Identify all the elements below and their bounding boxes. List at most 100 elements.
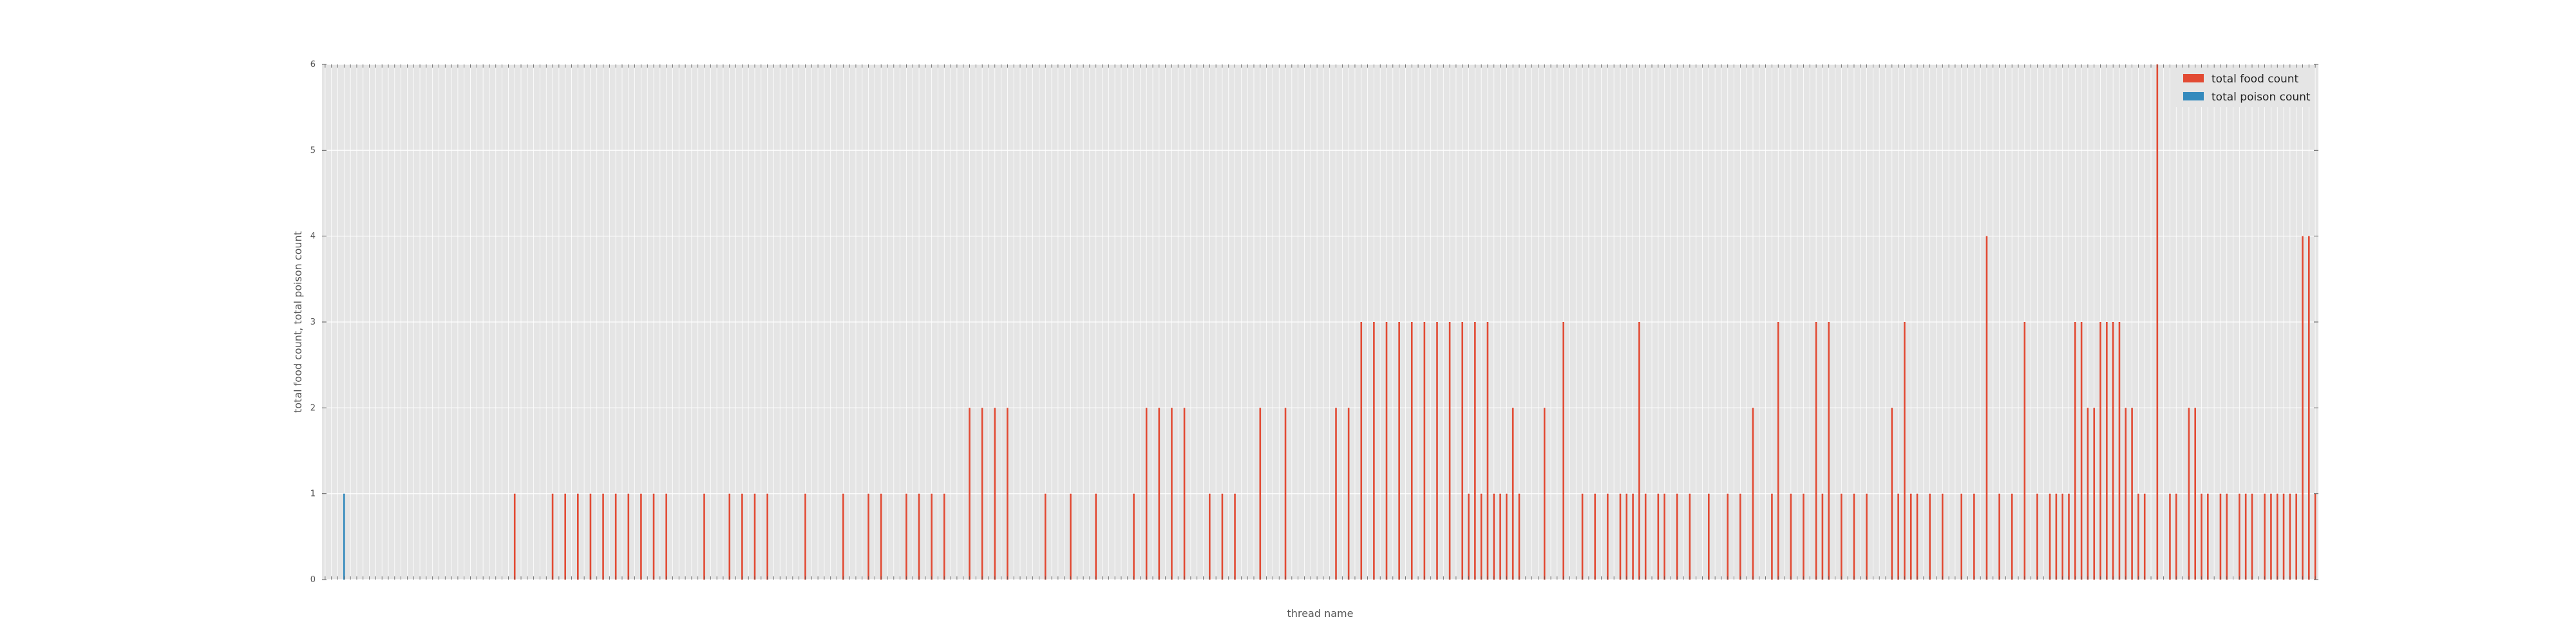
food-bar bbox=[2282, 493, 2285, 580]
food-bar bbox=[2264, 493, 2266, 580]
food-bar bbox=[665, 493, 667, 580]
food-bar bbox=[1171, 408, 1173, 580]
food-bar bbox=[640, 493, 642, 580]
food-bar bbox=[2125, 408, 2127, 580]
food-bar bbox=[614, 493, 617, 580]
food-bar bbox=[880, 493, 882, 580]
food-bar bbox=[1448, 322, 1451, 580]
food-bar bbox=[1543, 408, 1546, 580]
food-bar bbox=[1480, 493, 1482, 580]
food-bar bbox=[2143, 493, 2146, 580]
food-bar bbox=[2307, 236, 2310, 580]
food-bar bbox=[1828, 322, 1830, 580]
food-bar bbox=[1790, 493, 1792, 580]
food-bar bbox=[2219, 493, 2222, 580]
y-tick-label: 3 bbox=[310, 317, 316, 327]
legend-label-food: total food count bbox=[2211, 73, 2299, 86]
food-bar bbox=[2106, 322, 2108, 580]
food-bar bbox=[1866, 493, 1868, 580]
food-bar bbox=[1909, 493, 1912, 580]
y-tick-label: 0 bbox=[310, 575, 316, 585]
food-bar bbox=[1461, 322, 1464, 580]
food-bar bbox=[2023, 322, 2026, 580]
food-bar bbox=[2270, 493, 2272, 580]
food-bar bbox=[1145, 408, 1148, 580]
food-bar bbox=[1891, 408, 1893, 580]
food-bar bbox=[1632, 493, 1634, 580]
food-bar bbox=[1158, 408, 1160, 580]
food-bar bbox=[551, 493, 554, 580]
food-bar bbox=[2295, 493, 2297, 580]
food-bar bbox=[1007, 408, 1009, 580]
food-bar bbox=[2068, 493, 2070, 580]
food-bar bbox=[1594, 493, 1596, 580]
food-bar bbox=[1973, 493, 1975, 580]
food-bar bbox=[1638, 322, 1640, 580]
food-bar bbox=[1853, 493, 1855, 580]
food-bar bbox=[753, 493, 756, 580]
food-bar bbox=[577, 493, 579, 580]
food-bar bbox=[1657, 493, 1660, 580]
food-bar bbox=[1493, 493, 1495, 580]
food-bar bbox=[589, 493, 592, 580]
food-bar bbox=[1941, 493, 1944, 580]
food-bar bbox=[1209, 493, 1211, 580]
food-bar bbox=[2314, 493, 2316, 580]
y-tick-label: 2 bbox=[310, 403, 316, 413]
food-bar bbox=[1070, 493, 1072, 580]
food-bar bbox=[969, 408, 971, 580]
food-bar bbox=[2289, 493, 2291, 580]
food-bar bbox=[1385, 322, 1388, 580]
food-bar bbox=[2226, 493, 2228, 580]
food-bar bbox=[981, 408, 983, 580]
food-bar bbox=[1506, 493, 1508, 580]
food-bar bbox=[2131, 408, 2133, 580]
food-bar bbox=[943, 493, 945, 580]
food-bar bbox=[513, 493, 516, 580]
food-bar bbox=[1998, 493, 2000, 580]
food-bar bbox=[1897, 493, 1899, 580]
food-bar bbox=[1841, 493, 1842, 580]
legend-swatch-poison bbox=[2183, 92, 2204, 100]
food-bar bbox=[1335, 408, 1337, 580]
food-bar bbox=[1044, 493, 1046, 580]
food-bar bbox=[2207, 493, 2209, 580]
food-bar bbox=[1581, 493, 1584, 580]
y-tick-label: 4 bbox=[310, 232, 316, 242]
food-bar bbox=[804, 493, 806, 580]
food-bar bbox=[1468, 493, 1470, 580]
food-bar bbox=[1499, 493, 1501, 580]
food-bar bbox=[931, 493, 933, 580]
food-bar bbox=[1360, 322, 1363, 580]
food-bar bbox=[602, 493, 604, 580]
food-bar bbox=[2276, 493, 2278, 580]
food-bar bbox=[918, 493, 920, 580]
food-bar bbox=[2194, 408, 2197, 580]
food-bar bbox=[1676, 493, 1678, 580]
food-bar bbox=[1474, 322, 1476, 580]
food-bar bbox=[1752, 408, 1754, 580]
food-bar bbox=[2093, 408, 2096, 580]
food-bar bbox=[564, 493, 566, 580]
food-bar bbox=[1727, 493, 1729, 580]
food-bar bbox=[1625, 493, 1628, 580]
food-bar bbox=[2302, 236, 2304, 580]
food-bar bbox=[1511, 408, 1514, 580]
food-bar bbox=[994, 408, 996, 580]
food-bar bbox=[741, 493, 743, 580]
food-bar bbox=[1607, 493, 1609, 580]
food-bar bbox=[1985, 236, 1988, 580]
food-bar bbox=[2036, 493, 2038, 580]
food-bar bbox=[1771, 493, 1773, 580]
food-bar bbox=[1518, 493, 1520, 580]
food-bar bbox=[1183, 408, 1186, 580]
food-bar bbox=[2074, 322, 2076, 580]
food-bar bbox=[2175, 493, 2177, 580]
food-bar bbox=[1708, 493, 1710, 580]
food-bar bbox=[1133, 493, 1135, 580]
food-bar bbox=[627, 493, 630, 580]
food-bar bbox=[2087, 408, 2089, 580]
food-bar bbox=[1689, 493, 1691, 580]
food-bar bbox=[2239, 493, 2240, 580]
